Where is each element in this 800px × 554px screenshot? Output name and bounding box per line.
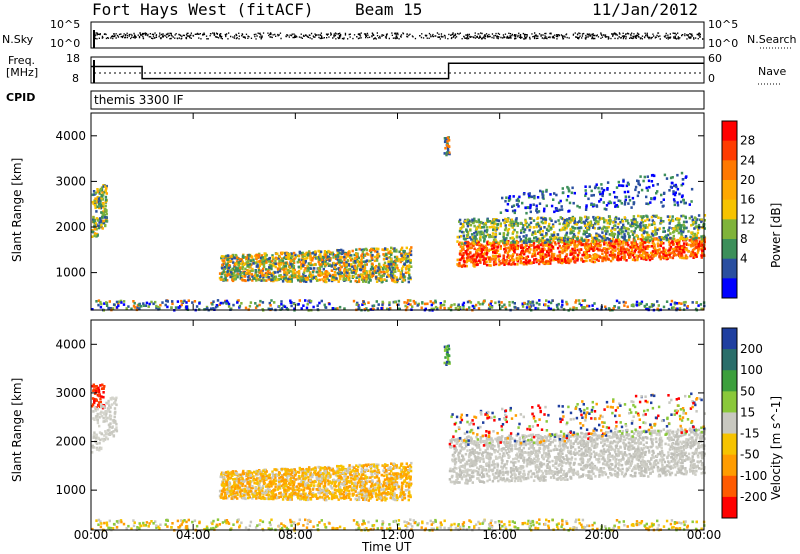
nave-label: Nave xyxy=(758,65,787,78)
velocity-colorbar-tick: 50 xyxy=(740,384,755,398)
velocity-colorbar-swatch xyxy=(722,370,737,392)
velocity-colorbar-swatch xyxy=(722,328,737,350)
power-colorbar-swatch xyxy=(722,239,737,260)
nsearch-tick-top: 10^5 xyxy=(708,18,739,31)
y-tick-label: 4000 xyxy=(55,337,86,351)
power-colorbar-tick: 20 xyxy=(740,173,755,187)
nsky-trace xyxy=(93,32,704,40)
radar-title: Fort Hays West (fitACF) xyxy=(92,0,314,19)
velocity-spike xyxy=(443,344,451,366)
nsky-tick-top: 10^5 xyxy=(50,18,81,31)
x-tick-label: 20:00 xyxy=(585,528,620,542)
freq-tick-top: 18 xyxy=(66,52,80,65)
cpid-panel xyxy=(90,90,705,110)
x-tick-label: 00:00 xyxy=(687,528,722,542)
velocity-colorbar-swatch xyxy=(722,454,737,477)
velocity-colorbar-tick: 100 xyxy=(740,363,763,377)
velocity-colorbar-frame xyxy=(721,327,738,519)
velocity-colorbar-tick: -100 xyxy=(740,469,767,483)
power-late-upper xyxy=(456,214,707,246)
power-colorbar-tick: 28 xyxy=(740,134,755,148)
nsky-tick-bottom: 10^0 xyxy=(50,37,81,50)
velocity-colorbar-swatch xyxy=(722,475,737,498)
velocity-colorbar-swatch xyxy=(722,412,737,435)
power-colorbar-swatch xyxy=(722,219,737,240)
cpid-value: themis 3300 IF xyxy=(94,93,184,107)
velocity-colorbar-swatch xyxy=(722,433,737,456)
power-colorbar-swatch xyxy=(722,258,737,279)
freq-trace xyxy=(91,62,704,80)
power-colorbar-tick: 12 xyxy=(740,212,755,226)
power-colorbar-swatch xyxy=(722,180,737,201)
power-colorbar-tick: 16 xyxy=(740,193,755,207)
power-bottom-band xyxy=(91,299,706,312)
power-colorbar-swatch xyxy=(722,199,737,220)
power-colorbar-frame xyxy=(721,120,738,299)
freq-label-1: Freq. xyxy=(8,54,36,67)
power-spike xyxy=(443,136,451,157)
cpid-label: CPID xyxy=(6,91,36,104)
nave-tick-bottom: 0 xyxy=(708,72,715,85)
power-late-scatter xyxy=(499,171,694,215)
y-tick-label: 1000 xyxy=(55,483,86,497)
beam-title: Beam 15 xyxy=(355,0,423,19)
velocity-colorbar-tick: -15 xyxy=(740,427,760,441)
nave-tick-top: 60 xyxy=(708,52,722,65)
y-tick-label: 3000 xyxy=(55,174,86,188)
power-colorbar-swatch xyxy=(722,160,737,181)
y-tick-label: 4000 xyxy=(55,129,86,143)
velocity-colorbar-tick: 200 xyxy=(740,342,763,356)
power-colorbar-swatch xyxy=(722,140,737,161)
x-tick-label: 00:00 xyxy=(74,528,109,542)
velocity-mid-band xyxy=(218,461,413,502)
power-colorbar-tick: 4 xyxy=(740,252,748,266)
nsearch-label: N.Search xyxy=(747,33,797,46)
velocity-colorbar-swatch xyxy=(722,496,737,519)
power-colorbar-swatch xyxy=(722,278,737,299)
velocity-colorbar-tick: -50 xyxy=(740,448,760,462)
y-tick-label: 2000 xyxy=(55,435,86,449)
x-tick-label: 08:00 xyxy=(278,528,313,542)
freq-tick-bottom: 8 xyxy=(72,72,79,85)
time-xlabel: Time UT xyxy=(362,540,412,554)
nsearch-tick-bottom: 10^0 xyxy=(708,37,739,50)
velocity-late-scatter xyxy=(448,392,706,448)
power-colorbar-tick: 8 xyxy=(740,232,748,246)
freq-panel xyxy=(90,56,705,84)
x-tick-label: 04:00 xyxy=(176,528,211,542)
y-tick-label: 1000 xyxy=(55,266,86,280)
nsky-panel xyxy=(90,21,705,49)
velocity-colorbar-swatch xyxy=(722,349,737,371)
nsky-label: N.Sky xyxy=(2,33,34,46)
y-tick-label: 2000 xyxy=(55,220,86,234)
velocity-early-gs xyxy=(91,396,119,454)
x-tick-label: 12:00 xyxy=(380,528,415,542)
power-colorbar-swatch xyxy=(722,121,737,142)
power-mid-band xyxy=(218,246,413,284)
date-title: 11/Jan/2012 xyxy=(592,0,698,19)
velocity-colorbar-tick: -200 xyxy=(740,490,767,504)
x-tick-label: 16:00 xyxy=(482,528,517,542)
y-tick-label: 3000 xyxy=(55,386,86,400)
power-early-band xyxy=(91,184,109,238)
power-late-core xyxy=(456,236,707,268)
freq-label-2: [MHz] xyxy=(6,66,39,79)
velocity-colorbar-swatch xyxy=(722,391,737,413)
velocity-late-gs xyxy=(448,427,707,485)
power-colorbar-tick: 24 xyxy=(740,153,755,167)
velocity-colorbar-tick: 15 xyxy=(740,405,755,419)
